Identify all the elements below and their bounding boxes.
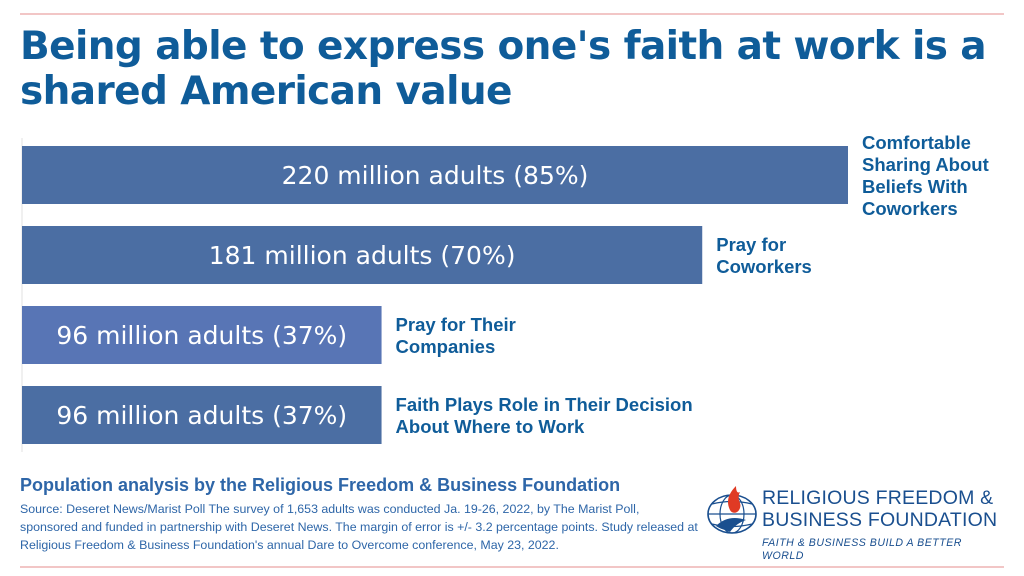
category-label-line: Sharing About bbox=[862, 154, 989, 175]
bar-1 bbox=[22, 146, 848, 204]
bar-value-label: 96 million adults (37%) bbox=[56, 401, 347, 430]
category-label-line: Beliefs With bbox=[862, 176, 968, 197]
logo-name: RELIGIOUS FREEDOM & BUSINESS FOUNDATION bbox=[762, 487, 997, 531]
bar-category-label: Comfortable Sharing About Beliefs With Cowo… bbox=[862, 132, 989, 219]
bars-group: 220 million adults (85%) Comfortable Shari… bbox=[22, 132, 989, 444]
category-label-line: Pray for Their bbox=[396, 314, 516, 335]
logo-name-line2: BUSINESS FOUNDATION bbox=[762, 509, 998, 531]
category-label-line: Coworkers bbox=[862, 198, 958, 219]
category-label-line: Companies bbox=[396, 336, 496, 357]
bar-value-label: 220 million adults (85%) bbox=[282, 161, 589, 190]
category-label-line: Pray for bbox=[716, 234, 786, 255]
bar-value-label: 96 million adults (37%) bbox=[56, 321, 347, 350]
bar-chart: 220 million adults (85%) Comfortable Shari… bbox=[21, 132, 989, 452]
analysis-title: Population analysis by the Religious Fre… bbox=[20, 475, 621, 495]
globe-flame-icon bbox=[707, 486, 757, 534]
logo-name-line1: RELIGIOUS FREEDOM & bbox=[762, 487, 994, 509]
bar-2 bbox=[22, 226, 703, 284]
bar-category-label: Pray for Coworkers bbox=[716, 234, 812, 277]
bar-4 bbox=[22, 386, 382, 444]
bar-value-label: 181 million adults (70%) bbox=[209, 241, 516, 270]
foundation-logo: RELIGIOUS FREEDOM & BUSINESS FOUNDATION … bbox=[706, 482, 1006, 562]
bar-3 bbox=[22, 306, 382, 364]
source-note: Source: Deseret News/Marist Poll The sur… bbox=[20, 502, 698, 552]
bar-category-label: Faith Plays Role in Their Decision About … bbox=[396, 394, 693, 437]
top-divider bbox=[20, 13, 1004, 15]
category-label-line: About Where to Work bbox=[396, 416, 585, 437]
category-label-line: Faith Plays Role in Their Decision bbox=[396, 394, 693, 415]
bar-category-label: Pray for Their Companies bbox=[396, 314, 516, 357]
chart-title: Being able to express one's faith at wor… bbox=[20, 24, 987, 114]
category-label-line: Comfortable bbox=[862, 132, 971, 153]
category-label-line: Coworkers bbox=[716, 256, 812, 277]
logo-tagline: FAITH & BUSINESS BUILD A BETTER WORLD bbox=[762, 537, 962, 562]
bottom-divider bbox=[20, 566, 1004, 568]
